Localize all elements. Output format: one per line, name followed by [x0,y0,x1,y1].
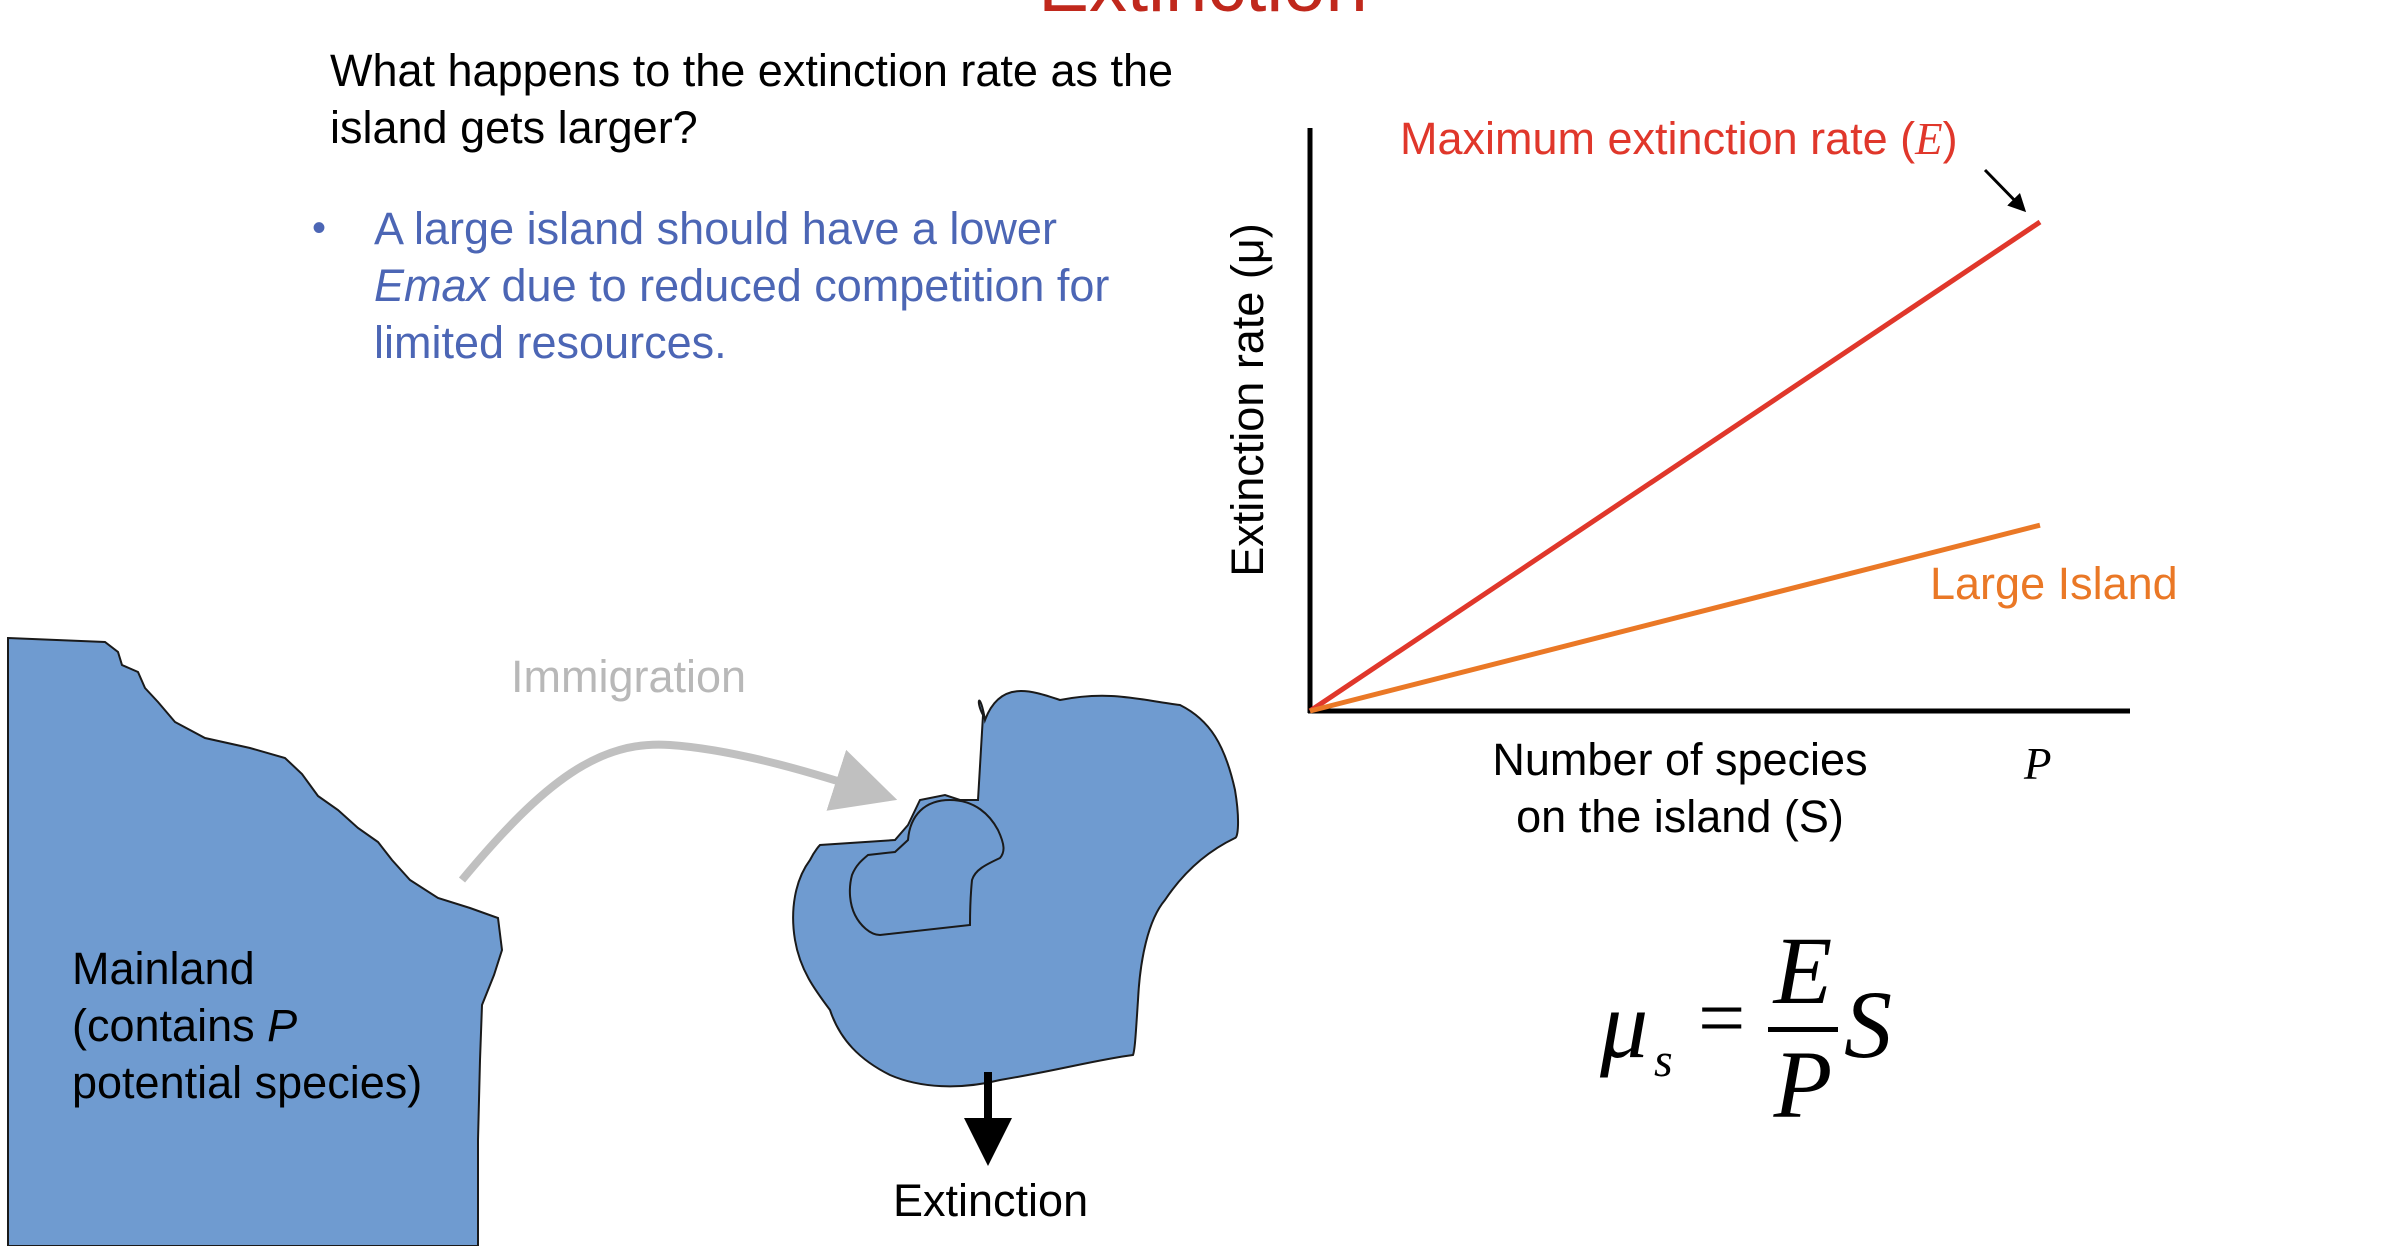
equation-numerator: E [1773,917,1833,1024]
extinction-equation: μ s = E P S [1600,917,1900,1133]
chart-x-tick-p: P [2024,739,2052,789]
mainland-label-line1: Mainland [72,943,255,994]
mainland-label: Mainland (contains P potential species) [72,940,532,1111]
large-island-shape [792,690,1239,1088]
mainland-line2-italic: P [267,1000,298,1051]
series-label-large-island: Large Island [1930,558,2178,609]
small-island-outline [848,798,1005,937]
question-text: What happens to the extinction rate as t… [330,45,1174,153]
equation-multiplier: S [1844,971,1892,1078]
series-line-large-island [1309,522,2041,714]
chart-x-axis-label: Number of species on the island (S) [1492,734,1868,842]
mainland-line2-text: (contains [72,1000,268,1051]
max-label-pointer-arrow [1983,168,2027,213]
immigration-label: Immigration [511,651,747,702]
mainland-shape [7,636,504,1246]
equation-equals: = [1698,972,1746,1065]
bullet-emphasis: Emax [374,260,490,311]
chart-y-axis-label: Extinction rate (μ) [1222,223,1273,577]
equation-subscript: s [1654,1034,1673,1087]
mainland-label-line2: (contains P [72,997,532,1054]
series-line-maximum-extinction [1308,219,2042,714]
extinction-label: Extinction [893,1175,1089,1226]
series-label-maximum-extinction: Maximum extinction rate (E) [1400,110,1958,168]
equation-denominator: P [1773,1031,1833,1138]
slide-title: Extinction [0,0,2406,24]
bullet-text-before: A large island should have a lower [374,203,1057,254]
mainland-label-line3: potential species) [72,1057,423,1108]
immigration-arrow [458,740,898,883]
equation-mu: μ [1600,971,1649,1078]
max-label-close: ) [1942,113,1958,164]
bullet-marker: • [312,206,327,250]
equation-fraction-bar [1768,1027,1838,1032]
bullet-text-after: due to reduced competition for limited r… [374,260,1110,368]
max-label-symbol: E [1915,114,1943,164]
max-label-text: Maximum extinction rate ( [1400,113,1916,164]
bullet-text: A large island should have a lower Emax … [374,200,1174,371]
